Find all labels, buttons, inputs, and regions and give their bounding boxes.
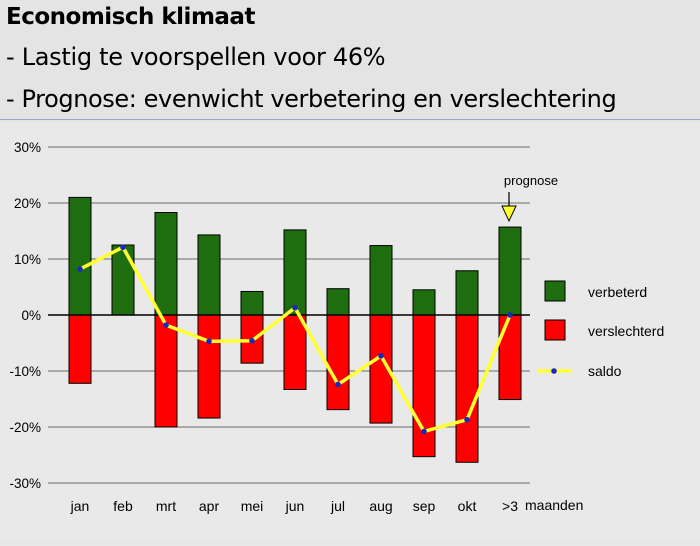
x-tick-label: aug <box>369 498 392 514</box>
x-tick-label: apr <box>199 498 220 514</box>
economic-climate-chart: 30%20%10%0%-10%-20%-30% jan feb mrt apr mei j… <box>9 140 664 514</box>
bar-verbeterd <box>111 244 135 316</box>
y-tick-label: -10% <box>9 364 41 379</box>
annotation-arrow-head <box>501 205 517 223</box>
saldo-point <box>335 381 341 388</box>
x-tick-label: jan <box>70 498 90 514</box>
chart-container: 30% 20% 10% 0% -10% -20% -30% jan feb mrt apr mei j… <box>0 122 700 541</box>
y-tick-label: 20% <box>14 196 41 211</box>
x-axis-tick-labels: jan feb mrt apr mei jun jul aug sep okt >3 <box>70 498 519 514</box>
slide-header: Economisch klimaat - Lastig te voorspell… <box>0 0 700 122</box>
bar-verslechterd <box>154 314 178 428</box>
bar-verslechterd <box>326 314 350 411</box>
saldo-point <box>249 337 255 344</box>
header-divider <box>0 119 700 120</box>
bar-verslechterd <box>68 314 92 384</box>
saldo-point <box>120 244 126 251</box>
x-tick-label: feb <box>113 498 133 514</box>
legend-label: verbeterd <box>588 284 647 300</box>
legend: verbeterd verslechterd saldo <box>537 280 664 379</box>
saldo-line <box>77 244 513 435</box>
saldo-point <box>378 353 384 359</box>
prognose-annotation: prognose <box>501 173 558 223</box>
annotation-label: prognose <box>504 173 558 188</box>
bullet-forecast-difficulty: - Lastig te voorspellen voor 46% <box>6 43 386 71</box>
legend-marker-saldo <box>551 368 557 374</box>
x-tick-label: jun <box>285 498 305 514</box>
bar-verbeterd <box>68 196 92 316</box>
bar-verslechterd <box>283 314 307 390</box>
saldo-point <box>206 338 212 345</box>
x-tick-label: okt <box>458 498 477 514</box>
bar-verbeterd <box>326 288 350 316</box>
x-tick-label: jul <box>330 498 345 514</box>
bar-verbeterd <box>283 229 307 316</box>
x-tick-label: mrt <box>156 498 176 514</box>
y-tick-label: 10% <box>14 252 41 267</box>
y-tick-label: -20% <box>9 420 41 435</box>
slide-title: Economisch klimaat <box>6 4 255 30</box>
saldo-point <box>421 428 427 435</box>
bar-verbeterd <box>412 289 436 316</box>
y-tick-label: 30% <box>14 140 41 155</box>
bar-verbeterd <box>240 290 264 316</box>
bar-verslechterd <box>412 314 436 458</box>
legend-swatch-verslechterd <box>544 319 566 341</box>
bullet-prognosis: - Prognose: evenwicht verbetering en ver… <box>6 85 617 113</box>
y-tick-label: -30% <box>9 476 41 491</box>
saldo-point <box>77 266 83 272</box>
bar-verbeterd <box>498 226 522 316</box>
x-tick-label: mei <box>241 498 264 514</box>
saldo-point <box>163 322 169 328</box>
bar-verbeterd <box>197 234 221 316</box>
y-axis-tick-labels: 30% 20% 10% 0% -10% -20% -30% <box>9 140 41 491</box>
bar-verslechterd <box>455 314 479 463</box>
bar-verslechterd <box>197 314 221 419</box>
bar-verslechterd <box>498 314 522 401</box>
saldo-point <box>292 304 298 311</box>
x-axis-label: maanden <box>525 497 583 513</box>
y-tick-label: 0% <box>21 308 41 323</box>
bar-verbeterd <box>154 212 178 316</box>
bar-verbeterd <box>455 270 479 316</box>
saldo-point <box>507 312 513 318</box>
saldo-point <box>464 416 470 423</box>
bar-verbeterd <box>369 245 393 316</box>
legend-swatch-verbeterd <box>544 280 566 302</box>
legend-label: verslechterd <box>588 323 664 339</box>
x-tick-label: sep <box>413 498 436 514</box>
x-tick-label: >3 <box>502 498 518 514</box>
legend-label: saldo <box>588 363 622 379</box>
